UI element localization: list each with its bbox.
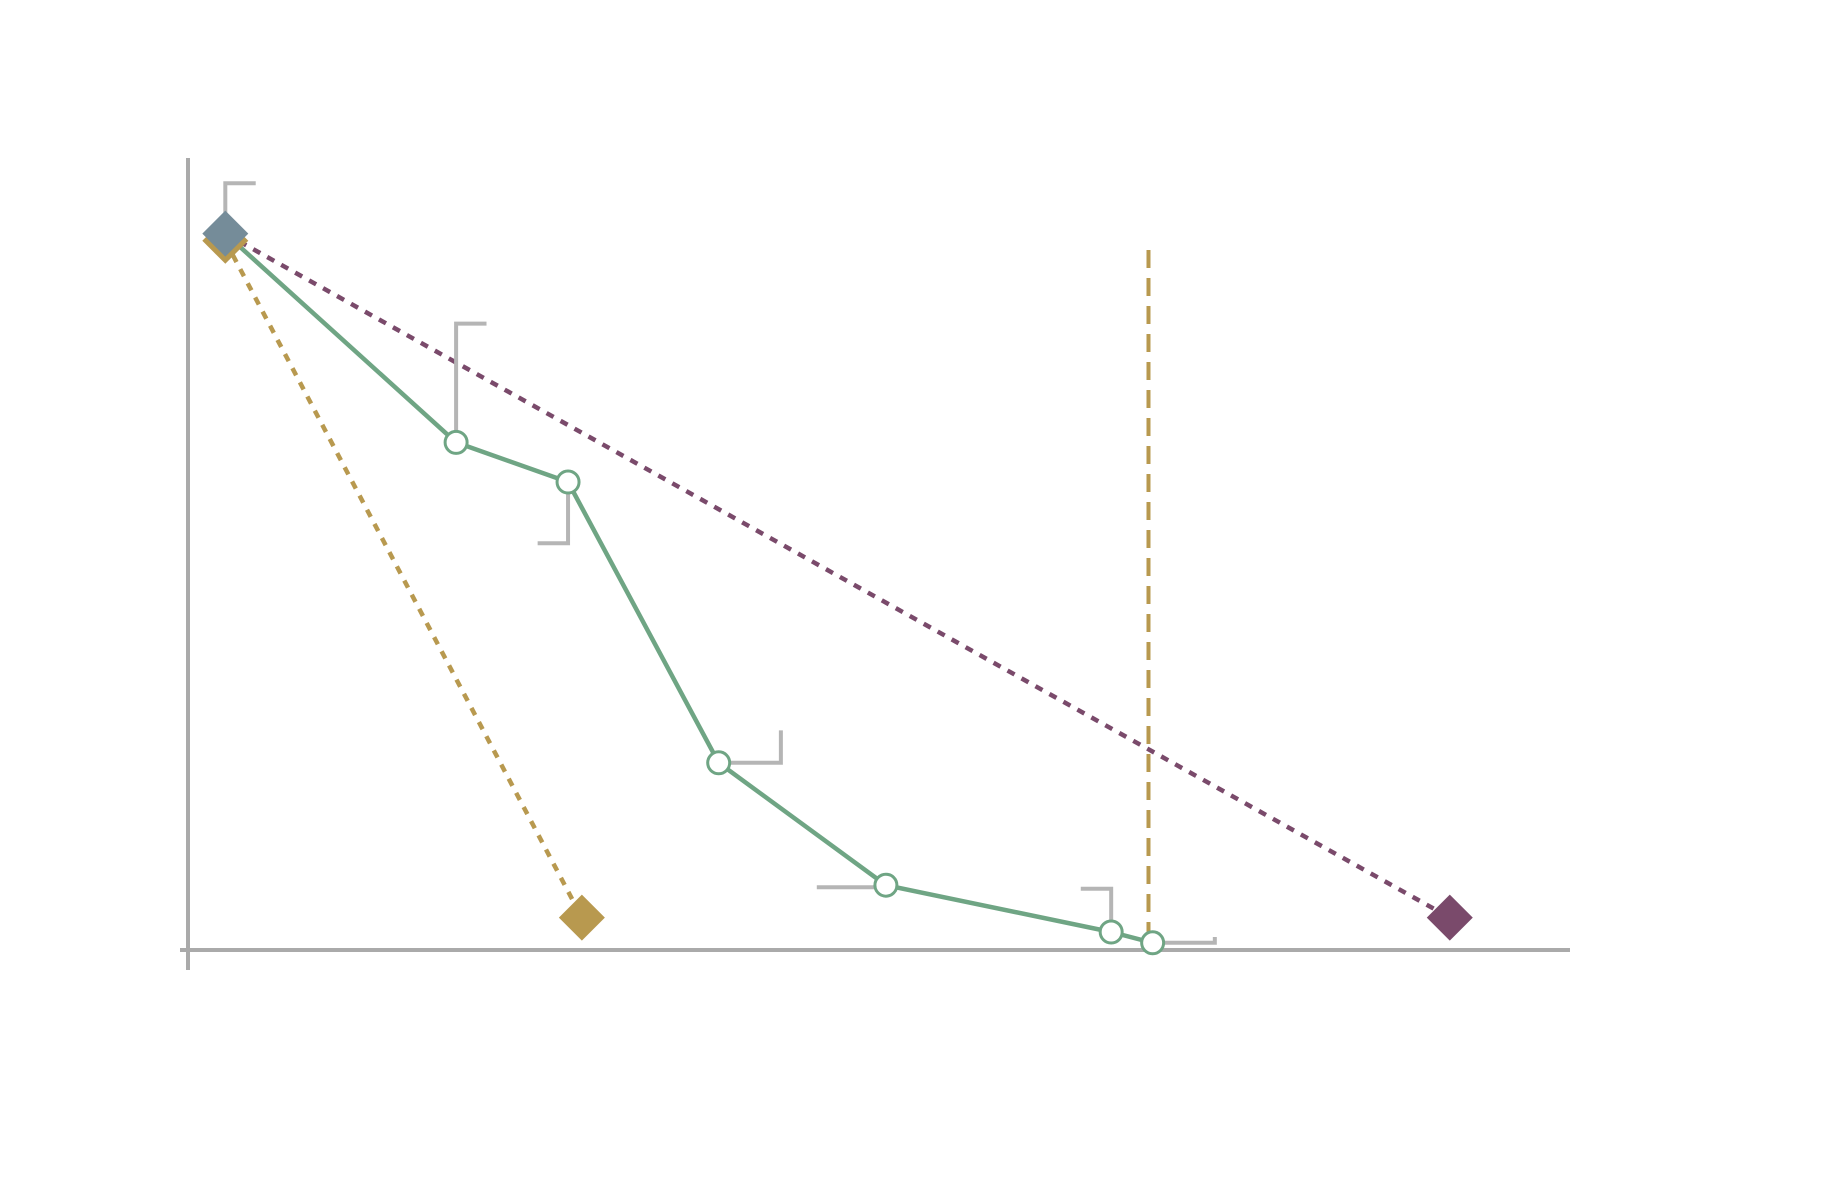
curve-point bbox=[873, 872, 899, 898]
callout-bracket bbox=[1080, 886, 1114, 932]
curve-point bbox=[706, 750, 732, 776]
reference-line-purple bbox=[224, 231, 1451, 920]
reference-line-gold bbox=[223, 239, 584, 919]
curve-series bbox=[223, 231, 1166, 956]
reference-lines bbox=[223, 231, 1451, 920]
diamond-marker-gold bbox=[558, 894, 605, 941]
curve-point bbox=[555, 469, 581, 495]
callout-bracket bbox=[454, 321, 487, 443]
diamond-markers bbox=[202, 210, 1473, 941]
diamond-marker-slate bbox=[202, 210, 249, 257]
callout-bracket bbox=[537, 482, 571, 546]
axes bbox=[180, 158, 1570, 970]
diamond-marker-purple bbox=[1426, 894, 1473, 941]
callout-bracket bbox=[1152, 937, 1217, 945]
curve-point bbox=[1098, 919, 1124, 945]
curve-point bbox=[1140, 930, 1166, 956]
callout-brackets bbox=[223, 181, 1217, 945]
callout-bracket bbox=[718, 730, 783, 765]
curve-line bbox=[223, 231, 1154, 945]
curve-point bbox=[443, 429, 469, 455]
